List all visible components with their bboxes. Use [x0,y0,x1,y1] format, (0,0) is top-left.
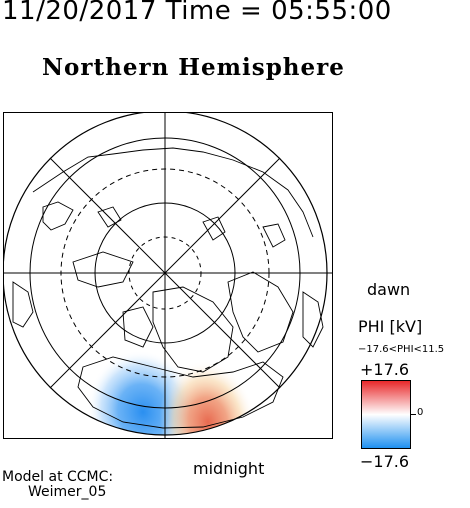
colorbar-title: PHI [kV] [358,317,423,336]
colorbar-range: −17.6<PHI<11.5 [358,344,445,355]
colorbar-max-label: +17.6 [360,360,410,379]
polar-map [3,112,333,439]
colorbar-zero-tick [411,414,416,415]
colorbar-min-label: −17.6 [360,452,410,471]
coastlines [12,147,324,429]
positive-potential-cell [159,360,257,435]
colorbar [361,380,411,449]
dawn-label: dawn [367,280,411,299]
credit-line-2: Weimer_05 [28,484,107,500]
midnight-label: midnight [193,459,265,478]
colorbar-zero-label: 0 [417,407,424,418]
model-credit: Model at CCMC: Weimer_05 [2,470,113,500]
meridian-diagonal-2 [49,157,281,389]
datetime-title: 11/20/2017 Time = 05:55:00 [2,0,392,26]
hemisphere-title: Northern Hemisphere [42,54,345,81]
credit-line-1: Model at CCMC: [2,469,114,485]
